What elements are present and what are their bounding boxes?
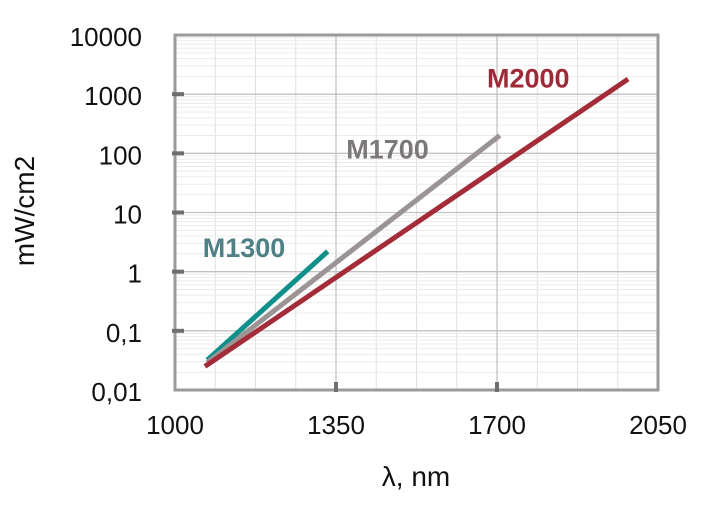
series-label-m1300: M1300: [203, 233, 286, 263]
series-line-m2000: [203, 76, 630, 369]
y-axis-title: mW/cm2: [9, 155, 40, 267]
y-tick: [172, 92, 184, 97]
x-tick-label: 1700: [468, 410, 526, 440]
x-tick: [334, 382, 338, 392]
series-label-m1700: M1700: [346, 135, 429, 165]
series-line-m1300: [205, 249, 330, 362]
x-axis-title: λ, nm: [381, 461, 451, 492]
y-tick-label: 0,1: [106, 318, 142, 348]
x-tick-label: 1350: [307, 410, 365, 440]
x-tick-label: 1000: [146, 410, 204, 440]
y-tick: [172, 269, 184, 274]
y-tick: [172, 151, 184, 156]
y-tick-label: 1: [128, 259, 142, 289]
y-tick-label: 10000: [70, 22, 142, 52]
y-tick-label: 100: [99, 140, 142, 170]
x-tick-label: 2050: [629, 410, 687, 440]
y-tick-label: 1000: [84, 81, 142, 111]
y-tick-label: 10: [113, 200, 142, 230]
series-label-m2000: M2000: [487, 64, 570, 94]
y-tick: [172, 328, 184, 333]
x-tick: [495, 382, 499, 392]
series-line-m1700: [205, 133, 502, 365]
y-tick: [172, 210, 184, 215]
y-tick-label: 0,01: [91, 377, 142, 407]
